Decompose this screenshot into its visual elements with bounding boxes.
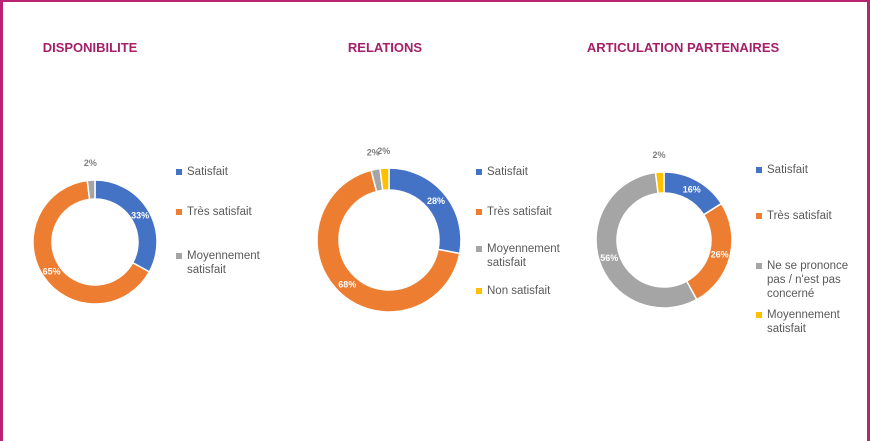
legend-label: Moyennement satisfait (767, 309, 840, 335)
legend-label: Satisfait (187, 166, 228, 178)
legend-item: Non satisfait (476, 284, 561, 298)
legend-label: Très satisfait (187, 206, 252, 218)
legend-label: Moyennement satisfait (487, 243, 560, 269)
data-label: 2% (367, 147, 380, 157)
legend-swatch (756, 213, 762, 219)
chart-title: ARTICULATION PARTENAIRES (587, 40, 780, 55)
legend-label: Ne se prononce pas / n'est pas concerné (767, 260, 849, 300)
legend-swatch (476, 169, 482, 175)
data-label: 33% (131, 210, 149, 220)
donut-segment (316, 169, 461, 313)
donut-segment (94, 179, 158, 273)
legend-item: Ne se prononce pas / n'est pas concerné (756, 259, 857, 301)
legend-label: Satisfait (767, 164, 808, 176)
donut-segment (32, 179, 151, 305)
legend-swatch (176, 209, 182, 215)
legend-item: Très satisfait (476, 205, 561, 219)
legend-label: Très satisfait (487, 206, 552, 218)
data-label: 68% (338, 279, 356, 289)
legend-item: Moyennement satisfait (176, 249, 277, 277)
legend-item: Satisfait (756, 163, 857, 177)
legend-label: Moyennement satisfait (187, 250, 260, 276)
chart-title: RELATIONS (348, 40, 422, 55)
legend-swatch (476, 288, 482, 294)
data-label: 16% (683, 185, 701, 195)
legend-label: Satisfait (487, 166, 528, 178)
legend-item: Satisfait (176, 165, 277, 179)
data-label: 2% (377, 146, 390, 156)
data-label: 2% (84, 158, 97, 168)
data-label: 26% (711, 249, 729, 259)
legend-item: Très satisfait (756, 209, 857, 223)
donut-segment (654, 171, 665, 195)
legend-swatch (176, 169, 182, 175)
legend-swatch (476, 246, 482, 252)
legend-item: Très satisfait (176, 205, 277, 219)
data-label: 28% (427, 196, 445, 206)
donut-segment (379, 167, 390, 192)
donut-segment (595, 171, 698, 309)
legend-swatch (756, 167, 762, 173)
legend-swatch (476, 209, 482, 215)
charts: DISPONIBILITE33%65%2%RELATIONS28%68%2%2%… (32, 40, 780, 313)
legend-swatch (756, 263, 762, 269)
donut-segment (388, 167, 462, 255)
legend-label: Très satisfait (767, 210, 832, 222)
data-label: 2% (652, 150, 665, 160)
legend-item: Moyennement satisfait (756, 308, 857, 336)
data-label: 65% (43, 267, 61, 277)
legend-label: Non satisfait (487, 285, 551, 297)
donut-segment (86, 179, 96, 201)
legend-item: Moyennement satisfait (476, 242, 561, 270)
legend-swatch (176, 253, 182, 259)
chart-title: DISPONIBILITE (43, 40, 138, 55)
legend-swatch (756, 312, 762, 318)
legend-item: Satisfait (476, 165, 561, 179)
data-label: 56% (600, 253, 618, 263)
